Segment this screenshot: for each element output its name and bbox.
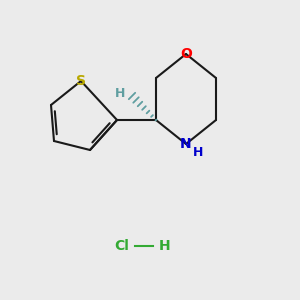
Text: N: N: [180, 137, 192, 151]
Text: S: S: [76, 74, 86, 88]
Text: H: H: [115, 86, 125, 100]
Text: O: O: [180, 47, 192, 61]
Text: H: H: [193, 146, 203, 160]
Text: Cl: Cl: [114, 239, 129, 253]
Text: H: H: [159, 239, 171, 253]
